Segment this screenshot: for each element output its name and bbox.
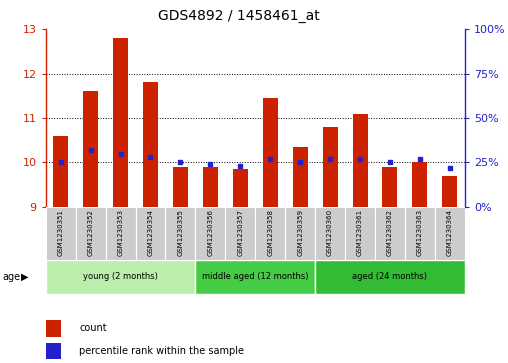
Bar (405, 207, 435, 260)
Bar (113, 38, 128, 207)
Text: GSM1230353: GSM1230353 (117, 209, 123, 256)
Bar (315, 207, 345, 260)
Bar (255, 207, 285, 260)
Bar (383, 167, 397, 207)
Text: GSM1230361: GSM1230361 (357, 209, 363, 256)
Text: middle aged (12 months): middle aged (12 months) (202, 272, 308, 281)
Text: GSM1230363: GSM1230363 (417, 209, 423, 256)
Text: aged (24 months): aged (24 months) (353, 272, 427, 281)
Bar (435, 207, 465, 260)
Text: ▶: ▶ (21, 272, 29, 282)
Bar (196, 207, 226, 260)
Text: GSM1230358: GSM1230358 (267, 209, 273, 256)
Bar (83, 91, 98, 207)
Bar (76, 207, 106, 260)
Text: GSM1230357: GSM1230357 (237, 209, 243, 256)
Bar (106, 207, 136, 260)
Bar (143, 82, 158, 207)
Bar (46, 207, 76, 260)
Bar (375, 207, 405, 260)
Text: GSM1230354: GSM1230354 (147, 209, 153, 256)
Bar (315, 260, 465, 294)
Bar (46, 260, 196, 294)
Text: GSM1230364: GSM1230364 (447, 209, 453, 256)
Bar (442, 176, 457, 207)
Bar (166, 207, 196, 260)
Text: percentile rank within the sample: percentile rank within the sample (79, 346, 244, 356)
Text: GSM1230360: GSM1230360 (327, 209, 333, 256)
Bar (196, 260, 315, 294)
Bar (46, 320, 61, 337)
Bar (46, 343, 61, 359)
Text: GSM1230356: GSM1230356 (207, 209, 213, 256)
Text: GSM1230359: GSM1230359 (297, 209, 303, 256)
Bar (323, 127, 338, 207)
Bar (345, 207, 375, 260)
Text: GSM1230351: GSM1230351 (58, 209, 64, 256)
Bar (353, 114, 367, 207)
Text: GSM1230362: GSM1230362 (387, 209, 393, 256)
Text: GSM1230352: GSM1230352 (87, 209, 93, 256)
Text: GDS4892 / 1458461_at: GDS4892 / 1458461_at (158, 9, 320, 23)
Bar (203, 167, 218, 207)
Bar (293, 147, 308, 207)
Text: age: age (3, 272, 21, 282)
Bar (412, 162, 427, 207)
Bar (285, 207, 315, 260)
Text: GSM1230355: GSM1230355 (177, 209, 183, 256)
Bar (173, 167, 188, 207)
Text: young (2 months): young (2 months) (83, 272, 158, 281)
Text: count: count (79, 323, 107, 333)
Bar (263, 98, 278, 207)
Bar (226, 207, 256, 260)
Bar (136, 207, 166, 260)
Bar (233, 169, 248, 207)
Bar (53, 136, 68, 207)
